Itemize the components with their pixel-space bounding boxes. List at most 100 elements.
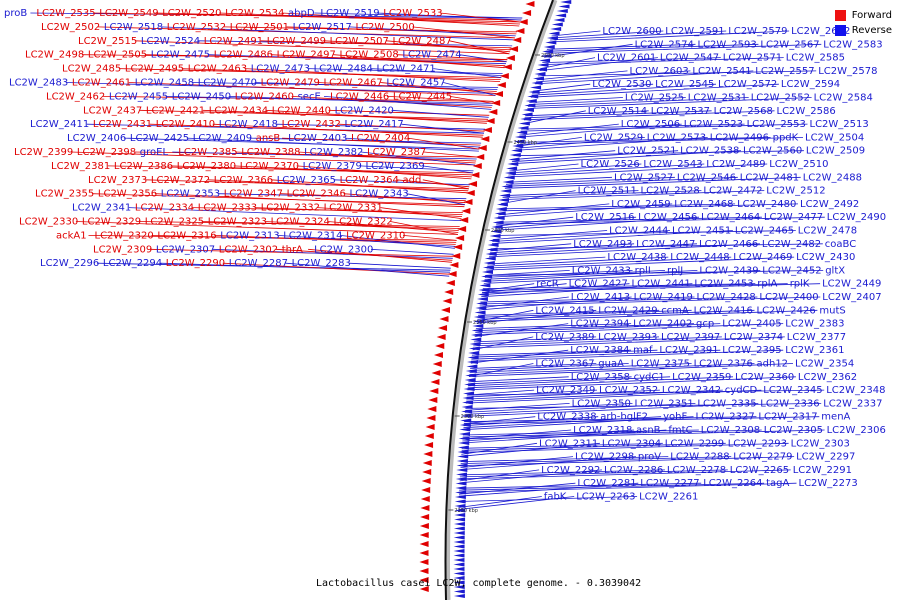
gene-label[interactable]: thrA <box>282 244 303 255</box>
gene-label[interactable]: LC2W_2377 <box>787 332 846 343</box>
gene-label[interactable]: LC2W_2438 <box>607 252 666 263</box>
gene-label[interactable]: LC2W_2406 <box>67 133 126 144</box>
gene-label[interactable]: rplL <box>635 265 654 276</box>
gene-label[interactable]: abpD <box>288 8 315 19</box>
gene-label[interactable]: LC2W_2349 <box>536 385 595 396</box>
gene-label[interactable]: LC2W_2346 <box>287 189 346 200</box>
gene-label[interactable]: LC2W_2593 <box>698 39 757 50</box>
gene-label[interactable]: LC2W_2591 <box>665 26 724 37</box>
gene-label[interactable]: LC2W_2421 <box>146 105 205 116</box>
gene-label[interactable]: LC2W_2291 <box>793 465 852 476</box>
gene-label[interactable]: LC2W_2603 <box>630 66 689 77</box>
gene-label[interactable]: LC2W_2302 <box>219 244 278 255</box>
gene-label[interactable]: LC2W_2367 <box>535 359 594 370</box>
gene-label[interactable]: LC2W_2579 <box>728 26 787 37</box>
gene-label[interactable]: LC2W_2387 <box>367 147 426 158</box>
gene-label[interactable]: LC2W_2327 <box>696 412 755 423</box>
gene-label[interactable]: LC2W_2398 <box>77 147 136 158</box>
gene-label[interactable]: LC2W_2602 <box>791 26 850 37</box>
gene-label[interactable]: LC2W_2348 <box>826 385 885 396</box>
gene-label[interactable]: LC2W_2523 <box>684 119 743 130</box>
gene-label[interactable]: LC2W_2298 <box>575 452 634 463</box>
gene-label[interactable]: LC2W_2399 <box>14 147 73 158</box>
gene-label[interactable]: LC2W_2524 <box>141 36 200 47</box>
gene-label[interactable]: LC2W_2467 <box>324 78 383 89</box>
gene-label[interactable]: LC2W_2543 <box>643 159 702 170</box>
gene-label[interactable]: LC2W_2486 <box>214 50 273 61</box>
gene-label[interactable]: LC2W_2534 <box>225 8 284 19</box>
gene-label[interactable]: LC2W_2333 <box>198 203 257 214</box>
gene-label[interactable]: LC2W_2531 <box>688 93 747 104</box>
gene-label[interactable]: LC2W_2546 <box>677 172 736 183</box>
gene-label[interactable]: LC2W_2419 <box>634 292 693 303</box>
gene-label[interactable]: ppdK <box>773 132 799 143</box>
gene-label[interactable]: LC2W_2297 <box>796 452 855 463</box>
gene-label[interactable]: LC2W_2381 <box>51 161 110 172</box>
gene-label[interactable]: LC2W_2364 <box>340 175 399 186</box>
gene-label[interactable]: LC2W_2318 <box>573 425 632 436</box>
gene-label[interactable]: LC2W_2376 <box>694 359 753 370</box>
gene-label[interactable]: LC2W_2379 <box>303 161 362 172</box>
gene-label[interactable]: LC2W_2281 <box>577 478 636 489</box>
gene-label[interactable]: LC2W_2380 <box>177 161 236 172</box>
gene-label[interactable]: LC2W_2332 <box>261 203 320 214</box>
gene-label[interactable]: LC2W_2485 <box>62 64 121 75</box>
gene-label[interactable]: LC2W_2481 <box>740 172 799 183</box>
gene-label[interactable]: tagA <box>766 478 789 489</box>
gene-label[interactable]: LC2W_2483 <box>9 78 68 89</box>
gene-label[interactable]: LC2W_2473 <box>251 64 310 75</box>
gene-label[interactable]: LC2W_2572 <box>718 79 777 90</box>
gene-label[interactable]: LC2W_2434 <box>209 105 268 116</box>
gene-label[interactable]: LC2W_2449 <box>822 279 881 290</box>
gene-label[interactable]: LC2W_2560 <box>743 146 802 157</box>
gene-label[interactable]: LC2W_2462 <box>46 91 105 102</box>
gene-label[interactable]: LC2W_2337 <box>823 398 882 409</box>
gene-label[interactable]: LC2W_2393 <box>598 332 657 343</box>
gene-label[interactable]: LC2W_2287 <box>229 258 288 269</box>
gene-label[interactable]: LC2W_2427 <box>569 279 628 290</box>
gene-label[interactable]: LC2W_2311 <box>539 438 598 449</box>
gene-label[interactable]: LC2W_2299 <box>665 438 724 449</box>
gene-label[interactable]: LC2W_2459 <box>611 199 670 210</box>
gene-label[interactable]: LC2W_2457 <box>386 78 445 89</box>
gene-label[interactable]: LC2W_2502 <box>41 22 100 33</box>
gene-label[interactable]: LC2W_2306 <box>827 425 886 436</box>
gene-label[interactable]: LC2W_2336 <box>760 398 819 409</box>
gene-label[interactable]: LC2W_2433 <box>572 265 631 276</box>
gene-label[interactable]: LC2W_2553 <box>747 119 806 130</box>
gene-label[interactable]: LC2W_2409 <box>193 133 252 144</box>
gene-label[interactable]: cydC1 <box>634 372 665 383</box>
gene-label[interactable]: LC2W_2338 <box>537 412 596 423</box>
gene-label[interactable]: LC2W_2426 <box>757 305 816 316</box>
gene-label[interactable]: groEL <box>140 147 169 158</box>
gene-label[interactable]: LC2W_2529 <box>584 132 643 143</box>
gene-label[interactable]: LC2W_2294 <box>103 258 162 269</box>
gene-label[interactable]: menA <box>821 412 850 423</box>
gene-label[interactable]: LC2W_2277 <box>640 478 699 489</box>
gene-label[interactable]: LC2W_2410 <box>156 119 215 130</box>
gene-label[interactable]: LC2W_2574 <box>635 39 694 50</box>
gene-label[interactable]: LC2W_2552 <box>751 93 810 104</box>
gene-label[interactable]: LC2W_2444 <box>609 226 668 237</box>
gene-label[interactable]: LC2W_2417 <box>345 119 404 130</box>
gene-label[interactable]: LC2W_2507 <box>330 36 389 47</box>
gene-label[interactable]: LC2W_2324 <box>271 217 330 228</box>
gene-label[interactable]: LC2W_2496 <box>710 132 769 143</box>
gene-label[interactable]: LC2W_2504 <box>805 132 864 143</box>
gene-label[interactable]: LC2W_2573 <box>647 132 706 143</box>
gene-label[interactable]: LC2W_2322 <box>334 217 393 228</box>
gene-label[interactable]: LC2W_2439 <box>699 265 758 276</box>
gene-label[interactable]: LC2W_2359 <box>672 372 731 383</box>
gene-label[interactable]: LC2W_2471 <box>377 64 436 75</box>
gene-label[interactable]: LC2W_2329 <box>82 217 141 228</box>
gene-label[interactable]: LC2W_2388 <box>241 147 300 158</box>
gene-label[interactable]: LC2W_2448 <box>670 252 729 263</box>
gene-label[interactable]: LC2W_2460 <box>235 91 294 102</box>
gene-label[interactable]: LC2W_2418 <box>219 119 278 130</box>
gene-label[interactable]: LC2W_2335 <box>697 398 756 409</box>
gene-label[interactable]: LC2W_2296 <box>40 258 99 269</box>
gene-label[interactable]: LC2W_2355 <box>35 189 94 200</box>
gene-label[interactable]: LC2W_2343 <box>350 189 409 200</box>
gene-label[interactable]: LC2W_2309 <box>93 244 152 255</box>
gene-label[interactable]: LC2W_2290 <box>166 258 225 269</box>
